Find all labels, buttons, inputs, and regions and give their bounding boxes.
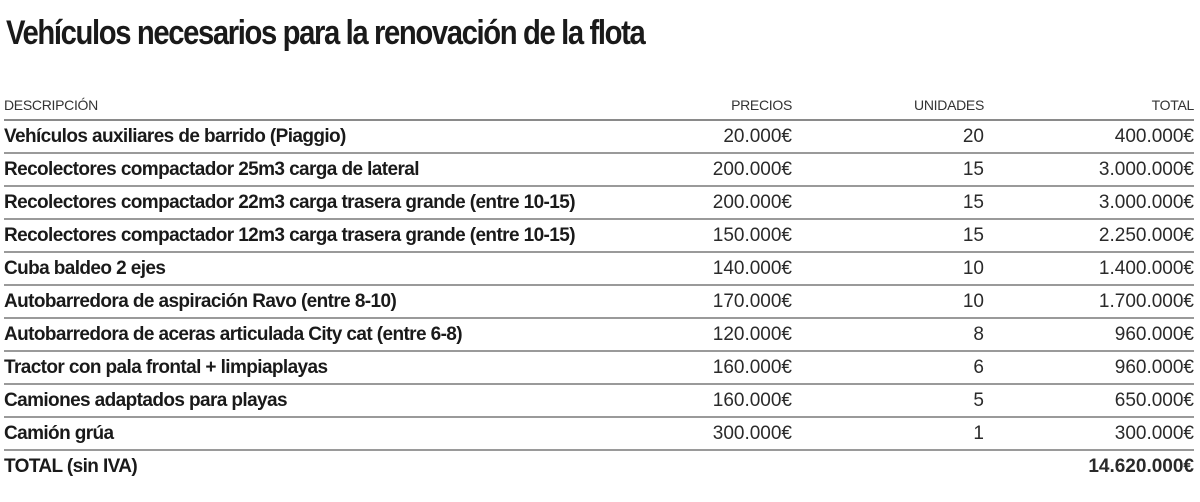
table-row: Autobarredora de aceras articulada City …	[4, 318, 1194, 352]
row-price: 170.000€	[637, 285, 804, 319]
row-total: 1.400.000€	[1014, 252, 1194, 286]
grand-total-value: 14.620.000€	[1088, 455, 1194, 477]
page-title: Vehículos necesarios para la renovación …	[6, 14, 646, 52]
row-units: 6	[804, 351, 1014, 385]
row-description: Tractor con pala frontal + limpiaplayas	[4, 351, 637, 385]
table-row: Camiones adaptados para playas 160.000€ …	[4, 384, 1194, 418]
row-total: 300.000€	[1014, 417, 1194, 451]
row-total: 960.000€	[1014, 351, 1194, 385]
table-row: Recolectores compactador 22m3 carga tras…	[4, 186, 1194, 220]
row-units: 10	[804, 285, 1014, 319]
header-description: DESCRIPCIÓN	[4, 91, 637, 121]
row-price: 150.000€	[637, 219, 804, 253]
row-price: 160.000€	[637, 351, 804, 385]
table-header-row: DESCRIPCIÓN PRECIOS UNIDADES TOTAL	[4, 91, 1194, 121]
table-row: Autobarredora de aspiración Ravo (entre …	[4, 285, 1194, 319]
header-total: TOTAL	[1014, 91, 1194, 121]
row-total: 650.000€	[1014, 384, 1194, 418]
row-description: Autobarredora de aspiración Ravo (entre …	[4, 285, 637, 319]
row-total: 3.000.000€	[1014, 186, 1194, 220]
table-row: Recolectores compactador 25m3 carga de l…	[4, 153, 1194, 187]
row-description: Recolectores compactador 25m3 carga de l…	[4, 153, 637, 187]
table-row: Cuba baldeo 2 ejes 140.000€ 10 1.400.000…	[4, 252, 1194, 286]
row-price: 140.000€	[637, 252, 804, 286]
row-units: 10	[804, 252, 1014, 286]
total-price-empty	[637, 450, 804, 482]
row-units: 15	[804, 186, 1014, 220]
table-row: Tractor con pala frontal + limpiaplayas …	[4, 351, 1194, 385]
total-label: TOTAL (sin IVA)	[4, 455, 138, 477]
row-price: 20.000€	[637, 120, 804, 154]
row-units: 20	[804, 120, 1014, 154]
table-row: Camión grúa 300.000€ 1 300.000€	[4, 417, 1194, 451]
row-price: 300.000€	[637, 417, 804, 451]
total-row: TOTAL (sin IVA) 14.620.000€	[4, 450, 1194, 482]
row-units: 5	[804, 384, 1014, 418]
row-total: 960.000€	[1014, 318, 1194, 352]
row-description: Camiones adaptados para playas	[4, 384, 637, 418]
row-total: 400.000€	[1014, 120, 1194, 154]
row-description: Recolectores compactador 22m3 carga tras…	[4, 186, 637, 220]
row-total: 1.700.000€	[1014, 285, 1194, 319]
row-description: Autobarredora de aceras articulada City …	[4, 318, 637, 352]
row-description: Camión grúa	[4, 417, 637, 451]
header-price: PRECIOS	[637, 91, 804, 121]
row-description: Vehículos auxiliares de barrido (Piaggio…	[4, 120, 637, 154]
row-units: 15	[804, 219, 1014, 253]
row-price: 200.000€	[637, 153, 804, 187]
row-units: 15	[804, 153, 1014, 187]
row-total: 2.250.000€	[1014, 219, 1194, 253]
table-row: Vehículos auxiliares de barrido (Piaggio…	[4, 120, 1194, 154]
row-description: Cuba baldeo 2 ejes	[4, 252, 637, 286]
row-units: 8	[804, 318, 1014, 352]
total-units-empty	[804, 450, 1014, 482]
row-total: 3.000.000€	[1014, 153, 1194, 187]
row-price: 200.000€	[637, 186, 804, 220]
header-units: UNIDADES	[804, 91, 1014, 121]
row-price: 120.000€	[637, 318, 804, 352]
row-price: 160.000€	[637, 384, 804, 418]
fleet-table: DESCRIPCIÓN PRECIOS UNIDADES TOTAL Vehíc…	[4, 91, 1194, 482]
table-row: Recolectores compactador 12m3 carga tras…	[4, 219, 1194, 253]
row-units: 1	[804, 417, 1014, 451]
row-description: Recolectores compactador 12m3 carga tras…	[4, 219, 637, 253]
